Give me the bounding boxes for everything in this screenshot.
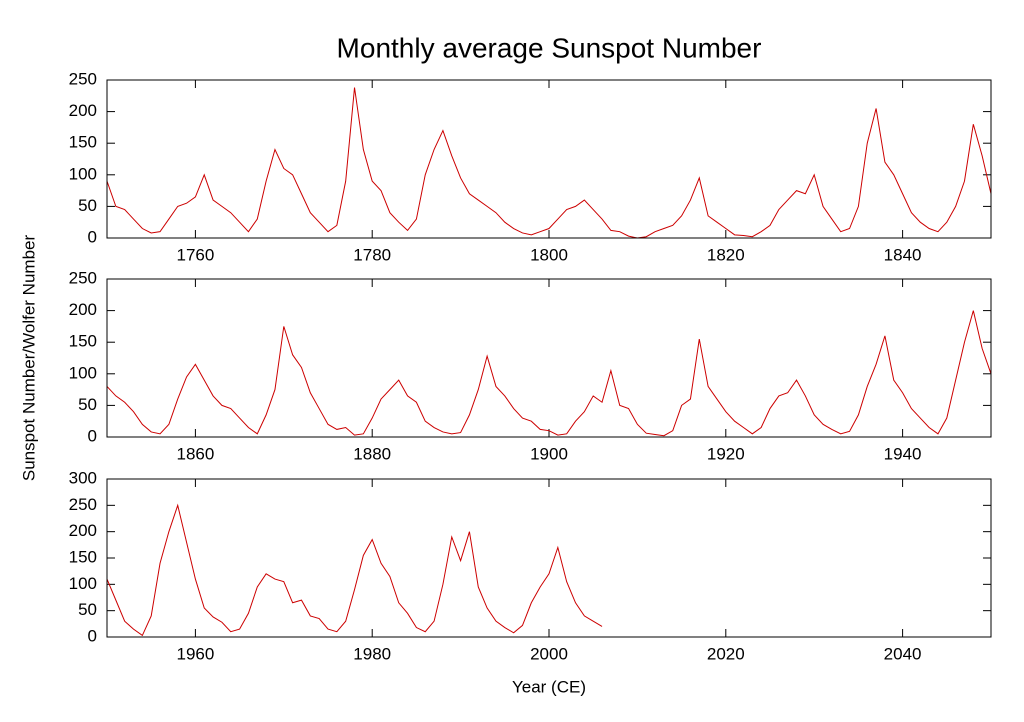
- y-tick-label: 150: [69, 547, 97, 566]
- y-tick-label: 100: [69, 363, 97, 382]
- y-axis-label: Sunspot Number/Wolfer Number: [19, 235, 38, 482]
- y-tick-label: 250: [69, 69, 97, 88]
- plot-frame: [106, 79, 992, 239]
- y-tick-label: 200: [69, 300, 97, 319]
- y-tick-label: 50: [78, 600, 97, 619]
- y-tick-label: 150: [69, 133, 97, 152]
- x-axis-label: Year (CE): [512, 677, 586, 696]
- y-tick-label: 0: [88, 227, 97, 246]
- data-line: [106, 87, 992, 239]
- y-tick-label: 150: [69, 332, 97, 351]
- y-tick-label: 200: [69, 101, 97, 120]
- x-tick-label: 1940: [884, 444, 922, 463]
- y-tick-label: 300: [69, 468, 97, 487]
- y-tick-label: 200: [69, 521, 97, 540]
- chart-title: Monthly average Sunspot Number: [337, 32, 762, 63]
- y-tick-label: 50: [78, 196, 97, 215]
- x-tick-label: 2020: [707, 644, 745, 663]
- y-tick-label: 0: [88, 626, 97, 645]
- x-tick-label: 1900: [530, 444, 568, 463]
- y-tick-label: 250: [69, 268, 97, 287]
- x-tick-label: 1920: [707, 444, 745, 463]
- x-tick-label: 1980: [353, 644, 391, 663]
- y-tick-label: 100: [69, 574, 97, 593]
- x-tick-label: 1760: [176, 245, 214, 264]
- x-tick-label: 1880: [353, 444, 391, 463]
- y-tick-label: 250: [69, 495, 97, 514]
- data-line: [106, 503, 603, 637]
- y-tick-label: 0: [88, 426, 97, 445]
- x-tick-label: 1840: [884, 245, 922, 264]
- plot-frame: [106, 478, 992, 638]
- y-tick-label: 100: [69, 164, 97, 183]
- plot-frame: [106, 278, 992, 438]
- x-tick-label: 1860: [176, 444, 214, 463]
- x-tick-label: 1800: [530, 245, 568, 264]
- data-line: [106, 310, 992, 437]
- x-tick-label: 1820: [707, 245, 745, 264]
- x-tick-label: 1780: [353, 245, 391, 264]
- x-tick-label: 2000: [530, 644, 568, 663]
- x-tick-label: 1960: [176, 644, 214, 663]
- x-tick-label: 2040: [884, 644, 922, 663]
- y-tick-label: 50: [78, 395, 97, 414]
